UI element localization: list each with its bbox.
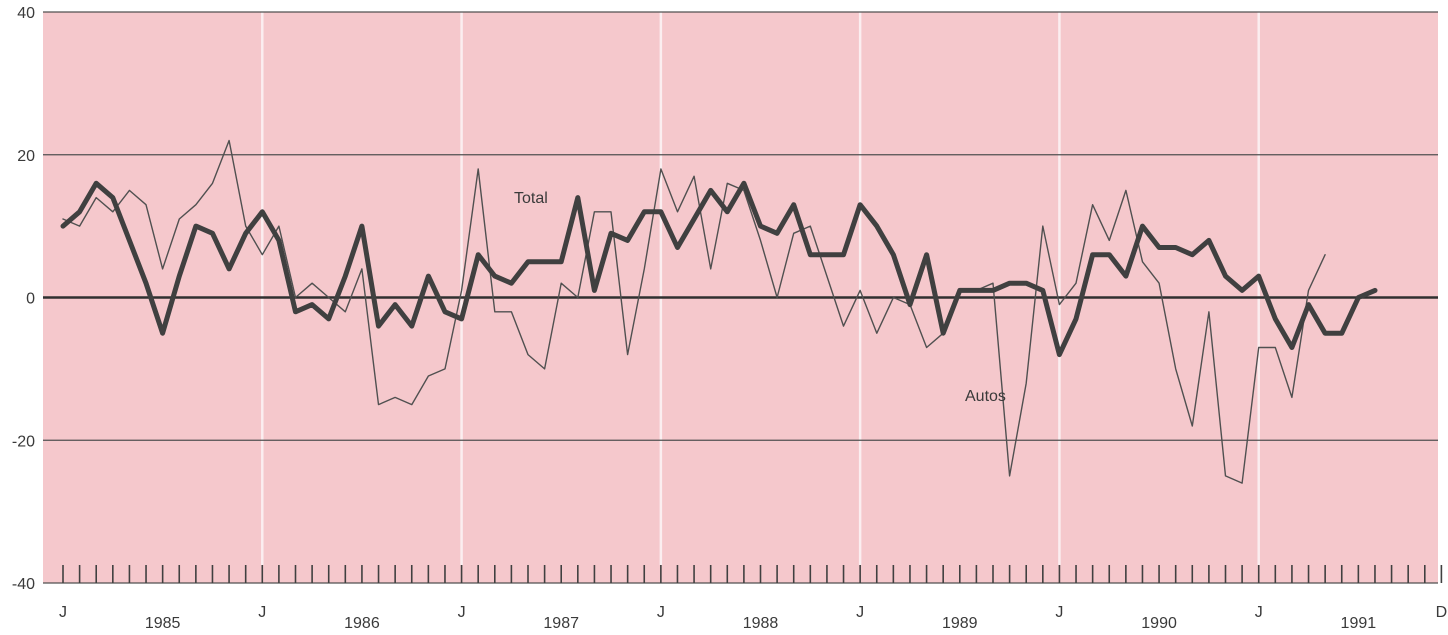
series-label-autos: Autos [965,388,1006,405]
x-tick-month-label: J [1055,604,1063,621]
month-tick-marks [62,565,1443,583]
x-tick-year-label: 1991 [1341,615,1377,632]
x-tick-month-label: J [59,604,67,621]
x-tick-year-label: 1985 [145,615,181,632]
x-tick-month-label: J [458,604,466,621]
y-tick-label: 20 [17,148,35,165]
x-tick-month-label: J [856,604,864,621]
series-line-total [60,180,1378,358]
x-axis-ticks: J 1985 J 1986 J 1987 J 1988 J 1989 J 1990 J 1991 D [59,604,1447,632]
x-tick-year-label: 1986 [344,615,380,632]
x-tick-year-label: 1990 [1141,615,1177,632]
series-label-total: Total [514,190,548,207]
x-tick-year-label: 1989 [942,615,978,632]
x-tick-year-label: 1988 [743,615,779,632]
x-tick-month-label: J [657,604,665,621]
series-layer [60,139,1378,484]
y-tick-label: -40 [12,576,35,593]
y-tick-label: -20 [12,433,35,450]
y-axis-ticks: 40 20 0 -20 -40 [12,5,35,593]
y-tick-label: 40 [17,5,35,22]
x-tick-month-label: J [1255,604,1263,621]
x-tick-year-label: 1987 [543,615,579,632]
x-tick-month-label: D [1436,604,1448,621]
y-tick-label: 0 [26,291,35,308]
x-tick-month-label: J [258,604,266,621]
horizontal-gridlines [43,11,1438,584]
